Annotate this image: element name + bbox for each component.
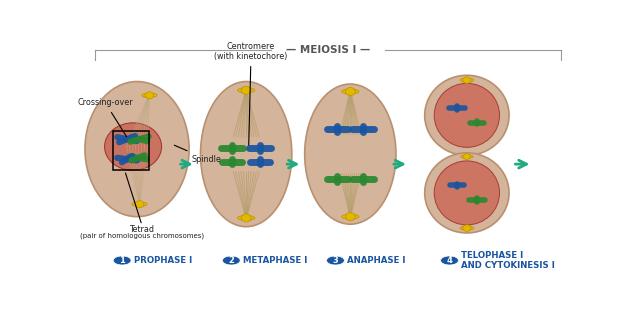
Ellipse shape bbox=[434, 161, 500, 225]
Ellipse shape bbox=[460, 78, 474, 82]
Ellipse shape bbox=[463, 225, 471, 231]
Text: Spindle: Spindle bbox=[174, 145, 221, 163]
Text: TELOPHASE I
AND CYTOKINESIS I: TELOPHASE I AND CYTOKINESIS I bbox=[461, 251, 556, 270]
Ellipse shape bbox=[241, 86, 251, 94]
Ellipse shape bbox=[425, 153, 509, 233]
Circle shape bbox=[222, 256, 240, 265]
Ellipse shape bbox=[241, 214, 251, 222]
Ellipse shape bbox=[237, 88, 255, 93]
Ellipse shape bbox=[237, 215, 255, 220]
Circle shape bbox=[440, 256, 458, 265]
Text: Crossing-over: Crossing-over bbox=[77, 98, 133, 137]
Text: METAPHASE I: METAPHASE I bbox=[243, 256, 308, 265]
Ellipse shape bbox=[346, 87, 355, 96]
Ellipse shape bbox=[305, 84, 396, 224]
Text: — MEIOSIS I —: — MEIOSIS I — bbox=[286, 45, 370, 55]
Ellipse shape bbox=[460, 226, 474, 230]
Ellipse shape bbox=[342, 89, 359, 94]
Ellipse shape bbox=[145, 92, 154, 99]
Ellipse shape bbox=[461, 155, 473, 158]
Text: PROPHASE I: PROPHASE I bbox=[134, 256, 192, 265]
Circle shape bbox=[113, 256, 131, 265]
Ellipse shape bbox=[463, 154, 470, 160]
Ellipse shape bbox=[132, 202, 147, 206]
Text: (pair of homologous chromosomes): (pair of homologous chromosomes) bbox=[80, 233, 204, 240]
Ellipse shape bbox=[342, 214, 359, 219]
Text: 2: 2 bbox=[228, 256, 234, 265]
Ellipse shape bbox=[104, 123, 161, 170]
Ellipse shape bbox=[142, 93, 157, 98]
Text: Tetrad: Tetrad bbox=[129, 226, 154, 234]
Text: 1: 1 bbox=[119, 256, 125, 265]
Ellipse shape bbox=[434, 83, 500, 147]
Text: 4: 4 bbox=[447, 256, 452, 265]
Ellipse shape bbox=[463, 77, 471, 83]
Text: Centromere
(with kinetochore): Centromere (with kinetochore) bbox=[214, 42, 288, 145]
Text: ANAPHASE I: ANAPHASE I bbox=[348, 256, 406, 265]
Circle shape bbox=[326, 256, 344, 265]
Ellipse shape bbox=[85, 82, 189, 217]
Ellipse shape bbox=[425, 75, 509, 155]
Ellipse shape bbox=[346, 213, 355, 221]
Text: 3: 3 bbox=[333, 256, 339, 265]
Ellipse shape bbox=[200, 82, 292, 227]
Ellipse shape bbox=[135, 201, 144, 208]
